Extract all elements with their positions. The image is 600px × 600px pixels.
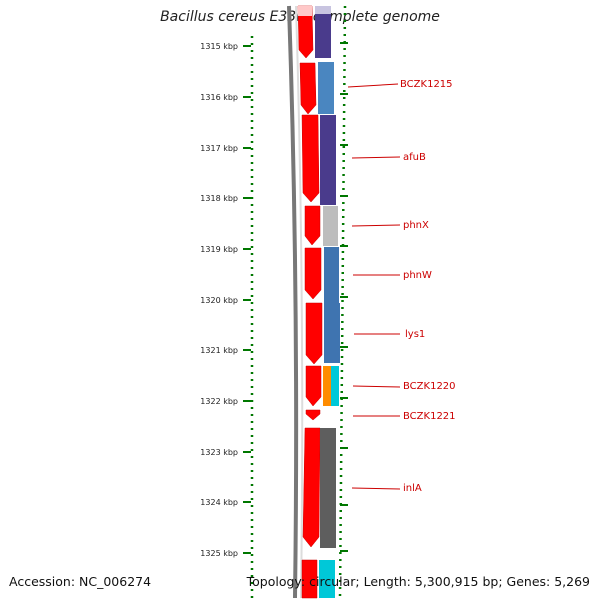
ruler-tick-1321: 1321 kbp	[200, 346, 251, 355]
feature-block[interactable]	[324, 247, 339, 303]
feature-block[interactable]	[324, 303, 340, 363]
gene-label-afub[interactable]: afuB	[351, 152, 426, 163]
gene-label-bczk1215[interactable]: BCZK1215	[347, 79, 453, 90]
ruler: 1315 kbp 1316 kbp 1317 kbp 1318 kbp 1319…	[200, 36, 254, 598]
cds-feature[interactable]	[304, 205, 321, 246]
feature-block[interactable]	[315, 6, 331, 58]
cds-feature[interactable]	[305, 365, 322, 407]
gene-label-phnw[interactable]: phnW	[353, 270, 432, 281]
ruler-label: 1320 kbp	[200, 296, 238, 305]
ruler-label: 1315 kbp	[200, 42, 238, 51]
forward-cds-track	[297, 5, 323, 599]
ruler-tick-1317: 1317 kbp	[200, 144, 251, 153]
svg-text:BCZK1221[interactable]: BCZK1221	[403, 411, 456, 422]
gene-label-lys1[interactable]: lys1	[354, 329, 425, 340]
cds-feature[interactable]	[299, 62, 317, 115]
ruler-tick-1322: 1322 kbp	[200, 397, 251, 406]
ruler-tick-1315: 1315 kbp	[200, 42, 251, 51]
ruler-label: 1318 kbp	[200, 194, 238, 203]
ruler-tick-1323: 1323 kbp	[200, 448, 251, 457]
feature-block[interactable]	[323, 206, 338, 246]
ruler-tick-1318: 1318 kbp	[200, 194, 251, 203]
svg-text:BCZK1215[interactable]: BCZK1215	[400, 79, 453, 90]
cds-feature[interactable]	[302, 427, 321, 548]
ruler-tick-1320: 1320 kbp	[200, 296, 251, 305]
accession-text: Accession: NC_006274	[9, 574, 152, 589]
backbone-line-light	[295, 5, 304, 599]
svg-text:phnW[interactable]: phnW	[403, 270, 432, 281]
ruler-label: 1317 kbp	[200, 144, 238, 153]
annotation-track	[298, 6, 340, 598]
gene-label-phnx[interactable]: phnX	[351, 220, 429, 231]
feature-block[interactable]	[331, 366, 339, 406]
ruler-tick-1316: 1316 kbp	[200, 93, 251, 102]
gene-label-inla[interactable]: inlA	[351, 483, 422, 494]
ruler-label: 1324 kbp	[200, 498, 238, 507]
gene-label-bczk1221[interactable]: BCZK1221	[353, 411, 456, 422]
ruler-label: 1319 kbp	[200, 245, 238, 254]
feature-block[interactable]	[318, 62, 334, 114]
cds-feature[interactable]	[305, 302, 323, 365]
feature-block[interactable]	[319, 560, 335, 598]
ruler-label: 1325 kbp	[200, 549, 238, 558]
cds-feature[interactable]	[304, 247, 322, 300]
feature-block-faded	[298, 6, 312, 16]
cds-feature[interactable]	[301, 114, 320, 203]
ruler-tick-1325: 1325 kbp	[200, 549, 251, 558]
cds-feature[interactable]	[301, 559, 318, 599]
feature-block[interactable]	[320, 115, 336, 205]
gene-label-bczk1220[interactable]: BCZK1220	[352, 381, 456, 392]
ruler-label: 1321 kbp	[200, 346, 238, 355]
feature-block-faded	[315, 6, 331, 14]
right-ruler	[338, 5, 348, 599]
ruler-tick-1319: 1319 kbp	[200, 245, 251, 254]
svg-text:BCZK1220[interactable]: BCZK1220	[403, 381, 456, 392]
ruler-tick-1324: 1324 kbp	[200, 498, 251, 507]
ruler-label: 1316 kbp	[200, 93, 238, 102]
svg-text:phnX[interactable]: phnX	[403, 220, 429, 231]
svg-text:afuB[interactable]: afuB	[403, 152, 426, 163]
genome-summary-text: Topology: circular; Length: 5,300,915 bp…	[246, 574, 590, 589]
feature-block[interactable]	[320, 428, 336, 548]
ruler-label: 1322 kbp	[200, 397, 238, 406]
feature-block[interactable]	[323, 366, 331, 406]
backbone-line	[287, 5, 299, 599]
svg-text:lys1[interactable]: lys1	[405, 329, 425, 340]
gene-labels: BCZK1215 afuB phnX phnW lys1 BCZK1220 BC…	[347, 79, 456, 494]
ruler-label: 1323 kbp	[200, 448, 238, 457]
right-ruler-dotted-line	[338, 5, 347, 599]
cds-feature[interactable]	[305, 409, 321, 421]
svg-text:inlA[interactable]: inlA	[403, 483, 422, 494]
